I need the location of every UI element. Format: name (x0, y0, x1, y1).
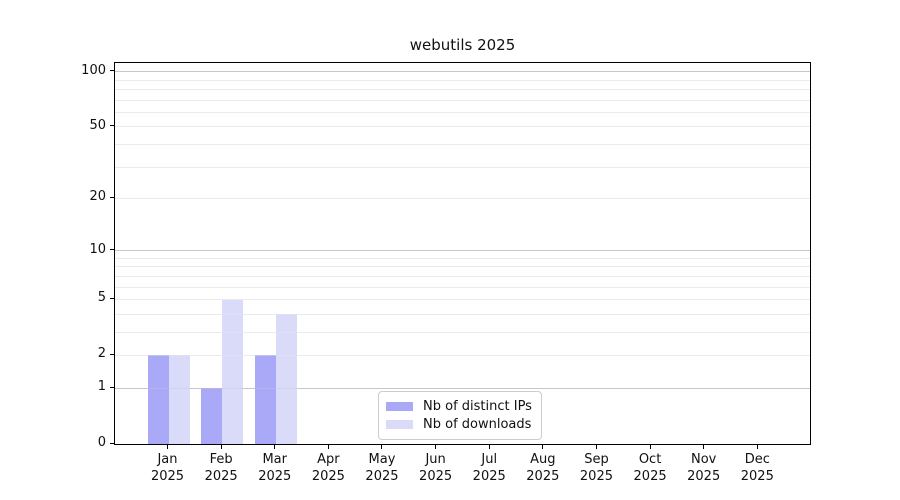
gridline-minor-60 (115, 111, 810, 113)
gridline-minor-5 (115, 298, 810, 300)
x-tick-label-mar: Mar 2025 (258, 452, 292, 484)
chart-title: webutils 2025 (409, 36, 516, 54)
x-tick-label-apr: Apr 2025 (311, 452, 345, 484)
bar-distinct-ips-mar (254, 355, 276, 444)
y-tick-5 (110, 297, 114, 299)
x-tick-jun (435, 445, 437, 449)
x-tick-label-aug: Aug 2025 (526, 452, 560, 484)
bar-distinct-ips-feb (201, 388, 223, 444)
legend-swatch-downloads (386, 419, 413, 429)
gridline-minor-30 (115, 166, 810, 168)
gridline-minor-2 (115, 354, 810, 356)
gridline-minor-4 (115, 313, 810, 315)
gridline-minor-20 (115, 197, 810, 199)
x-tick-may (381, 445, 383, 449)
x-tick-label-may: May 2025 (365, 452, 399, 484)
gridline-minor-80 (115, 89, 810, 91)
gridline-minor-70 (115, 99, 810, 101)
legend: Nb of distinct IPs Nb of downloads (378, 391, 542, 440)
x-tick-sep (595, 445, 597, 449)
gridline-minor-60 (115, 111, 810, 113)
x-tick-jul (488, 445, 490, 449)
y-tick-label-100: 100 (81, 62, 106, 78)
y-tick-label-10: 10 (89, 241, 106, 257)
x-tick-nov (703, 445, 705, 449)
x-tick-aug (542, 445, 544, 449)
gridline-major-1 (115, 387, 810, 389)
x-tick-oct (649, 445, 651, 449)
gridline-minor-3 (115, 331, 810, 333)
x-tick-label-feb: Feb 2025 (204, 452, 238, 484)
gridline-minor-9 (115, 257, 810, 259)
gridline-major-10 (115, 250, 810, 252)
gridline-minor-20 (115, 197, 810, 199)
gridline-minor-80 (115, 89, 810, 91)
x-tick-apr (327, 445, 329, 449)
gridline-minor-8 (115, 266, 810, 268)
bar-downloads-jan (168, 355, 190, 444)
gridline-minor-5 (115, 298, 810, 300)
gridline-minor-7 (115, 275, 810, 277)
x-tick-dec (756, 445, 758, 449)
gridline-minor-4 (115, 313, 810, 315)
x-tick-label-jan: Jan 2025 (150, 452, 185, 484)
legend-label-downloads: Nb of downloads (423, 416, 532, 432)
gridline-minor-30 (115, 166, 810, 168)
legend-item-distinct-ips: Nb of distinct IPs (386, 397, 533, 415)
legend-label-distinct-ips: Nb of distinct IPs (423, 398, 532, 414)
y-tick-label-1: 1 (97, 379, 106, 395)
gridline-major-1 (115, 387, 810, 389)
y-tick-1 (110, 386, 114, 388)
gridline-minor-9 (115, 257, 810, 259)
gridline-minor-50 (115, 126, 810, 128)
bar-downloads-mar (275, 314, 297, 444)
y-tick-50 (110, 125, 114, 127)
x-tick-label-jul: Jul 2025 (472, 452, 506, 484)
gridline-major-100 (115, 71, 810, 73)
x-tick-label-nov: Nov 2025 (687, 452, 721, 484)
gridline-minor-40 (115, 144, 810, 145)
gridline-minor-3 (115, 331, 810, 333)
gridline-minor-2 (115, 354, 810, 356)
x-tick-mar (274, 445, 276, 449)
x-tick-label-jun: Jun 2025 (419, 452, 453, 484)
y-tick-label-50: 50 (89, 117, 106, 133)
x-tick-label-dec: Dec 2025 (740, 452, 774, 484)
y-tick-label-20: 20 (89, 189, 106, 205)
legend-item-downloads: Nb of downloads (386, 415, 533, 433)
gridline-minor-6 (115, 286, 810, 288)
gridline-major-100 (115, 71, 810, 73)
gridline-minor-8 (115, 266, 810, 268)
gridline-minor-50 (115, 126, 810, 128)
x-tick-label-sep: Sep 2025 (579, 452, 613, 484)
gridline-minor-90 (115, 79, 810, 81)
y-tick-0 (110, 442, 114, 444)
bar-distinct-ips-jan (147, 355, 169, 444)
gridline-minor-7 (115, 275, 810, 277)
y-tick-100 (110, 70, 114, 72)
plot-area (114, 62, 811, 445)
y-tick-10 (110, 249, 114, 251)
y-tick-20 (110, 196, 114, 198)
y-tick-label-0: 0 (97, 435, 106, 450)
gridline-minor-6 (115, 286, 810, 288)
y-tick-label-5: 5 (97, 290, 106, 306)
y-tick-label-2: 2 (97, 346, 106, 362)
legend-swatch-distinct-ips (386, 401, 413, 411)
gridline-minor-90 (115, 79, 810, 81)
gridline-minor-40 (115, 144, 810, 145)
y-tick-2 (110, 353, 114, 355)
x-tick-label-oct: Oct 2025 (633, 452, 667, 484)
gridline-major-10 (115, 250, 810, 252)
x-tick-jan (167, 445, 168, 449)
bar-downloads-feb (222, 299, 244, 444)
x-tick-feb (220, 445, 222, 449)
gridline-minor-70 (115, 99, 810, 101)
